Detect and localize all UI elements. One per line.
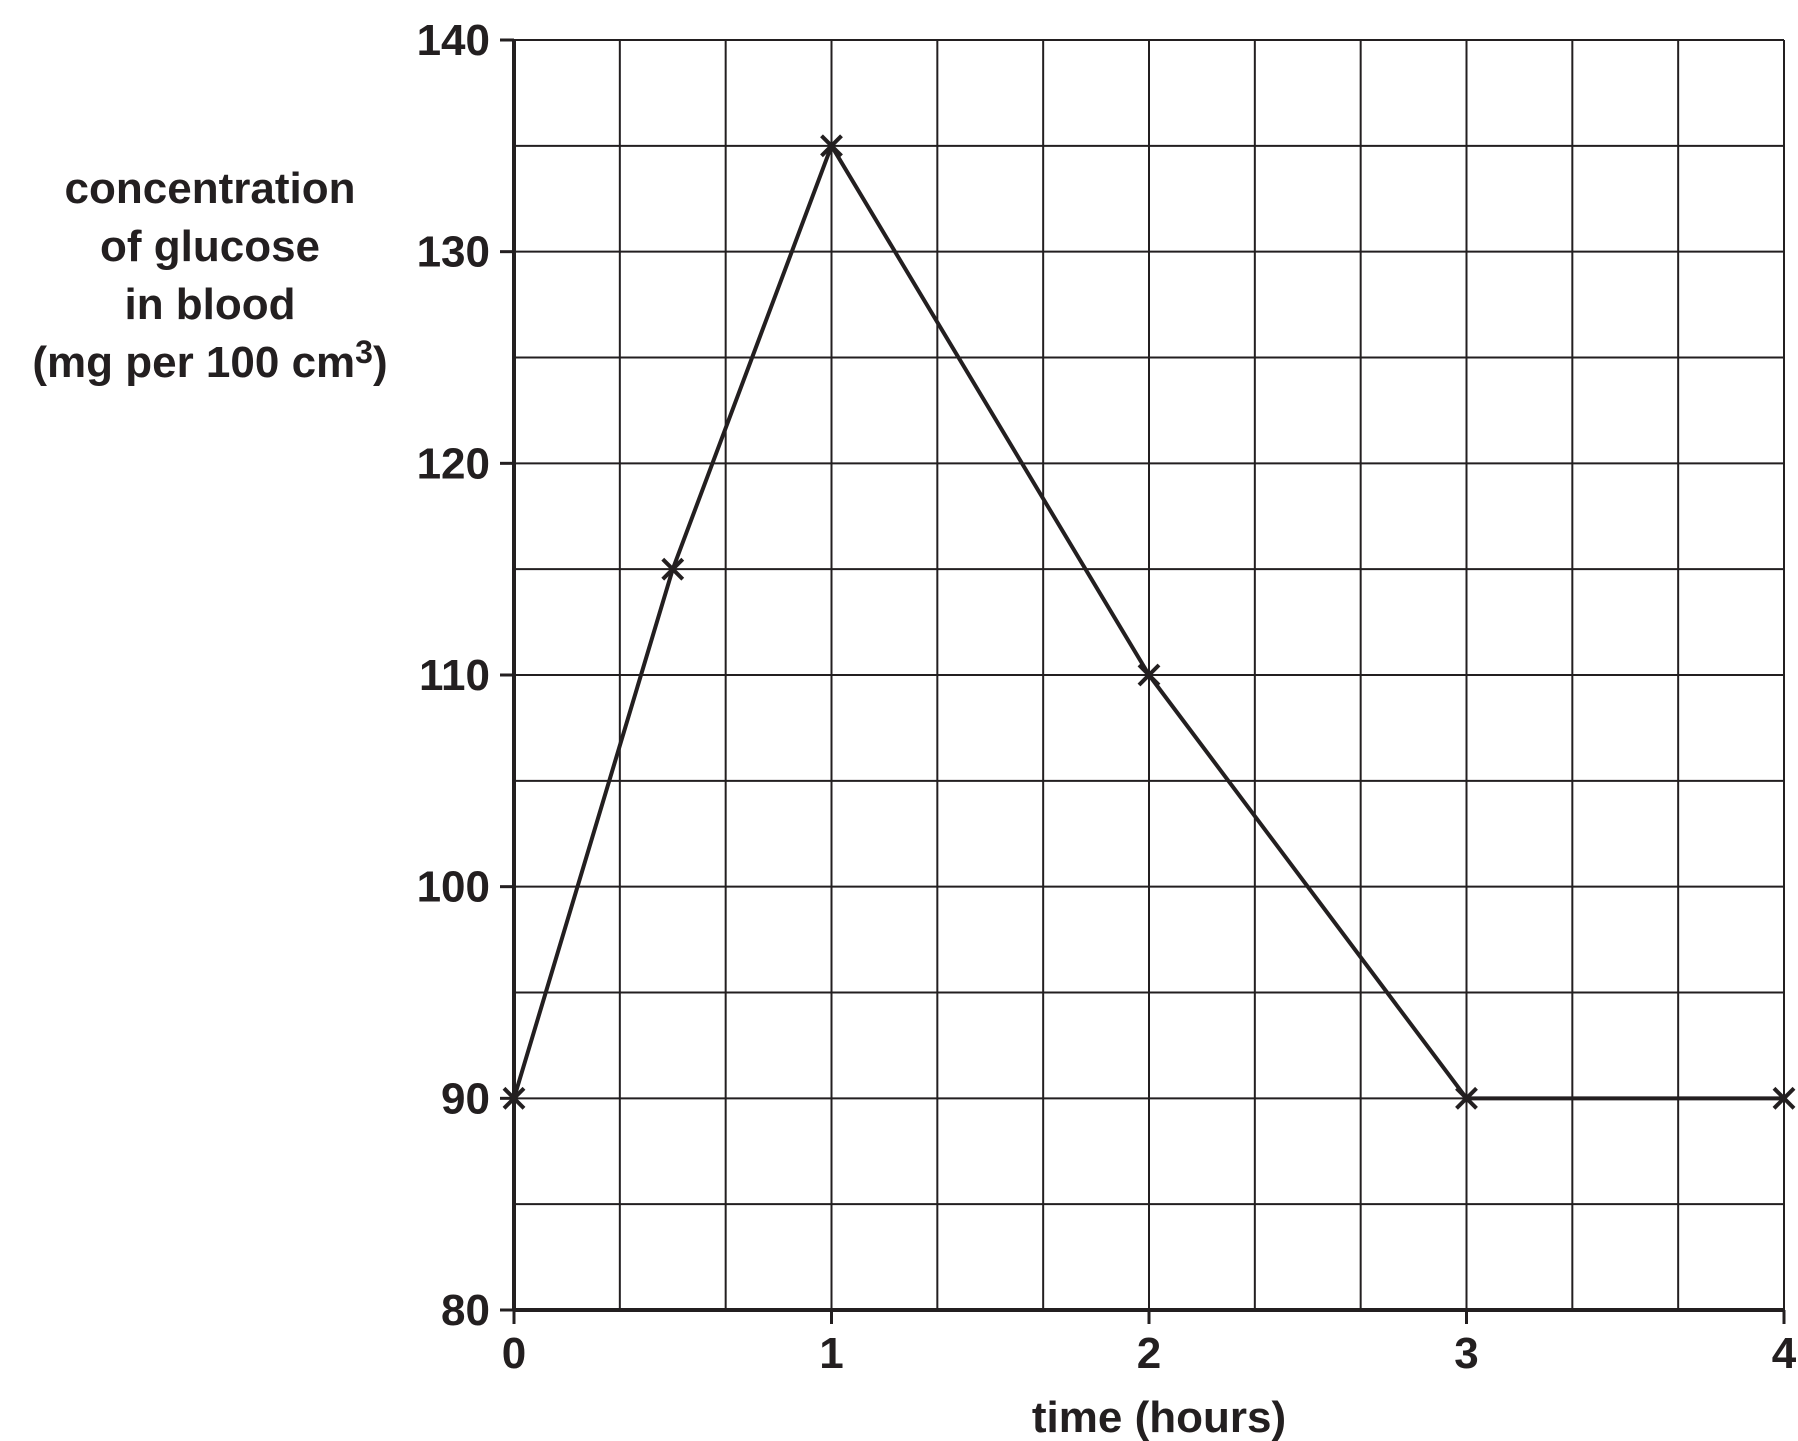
data-point-cross-stroke bbox=[820, 134, 843, 158]
data-point-cross bbox=[820, 134, 843, 158]
x-tick-label: 4 bbox=[1772, 1329, 1797, 1378]
data-point-cross bbox=[1772, 1086, 1796, 1110]
y-tick-label: 120 bbox=[417, 439, 490, 488]
y-tick-label: 110 bbox=[419, 651, 490, 700]
data-point-cross bbox=[1137, 663, 1161, 687]
tick-labels: 80 90 100 110 120 130 140 0 1 2 3 4 bbox=[417, 16, 1797, 1378]
series-line bbox=[512, 143, 1784, 1101]
y-axis-unit-superscript: 3 bbox=[355, 334, 373, 370]
y-axis-label-line-1: concentration bbox=[64, 164, 356, 213]
y-tick-label: 90 bbox=[441, 1074, 490, 1123]
y-axis-label-unit: (mg per 100 cm3) bbox=[0, 334, 420, 392]
x-tick-label: 0 bbox=[502, 1329, 526, 1378]
data-point-cross bbox=[661, 557, 685, 581]
data-point-cross bbox=[1455, 1086, 1478, 1110]
data-point-cross-stroke bbox=[502, 1086, 526, 1110]
y-tick-label: 80 bbox=[441, 1286, 490, 1335]
y-axis-label: concentration of glucose in blood (mg pe… bbox=[0, 160, 420, 392]
y-axis-label-line-2: of glucose bbox=[99, 222, 321, 271]
data-point-cross bbox=[502, 1086, 526, 1110]
x-tick-label: 3 bbox=[1454, 1329, 1478, 1378]
x-tick-label: 1 bbox=[819, 1329, 843, 1378]
y-axis-label-line-3: in blood bbox=[124, 280, 296, 329]
y-axis-unit-prefix: (mg per 100 cm bbox=[32, 338, 356, 387]
y-tick-label: 140 bbox=[417, 16, 490, 65]
y-axis-unit-suffix: ) bbox=[372, 338, 388, 387]
x-axis-label: time (hours) bbox=[1032, 1393, 1286, 1441]
data-series bbox=[502, 134, 1796, 1110]
data-point-cross-stroke bbox=[661, 557, 685, 581]
y-tick-label: 130 bbox=[417, 228, 490, 277]
y-tick-label: 100 bbox=[417, 863, 490, 912]
data-point-cross-stroke bbox=[1137, 663, 1161, 687]
data-point-cross-stroke bbox=[1772, 1086, 1796, 1110]
grid bbox=[514, 39, 1785, 1310]
x-tick-label: 2 bbox=[1137, 1329, 1161, 1378]
data-point-cross-stroke bbox=[1455, 1086, 1478, 1110]
